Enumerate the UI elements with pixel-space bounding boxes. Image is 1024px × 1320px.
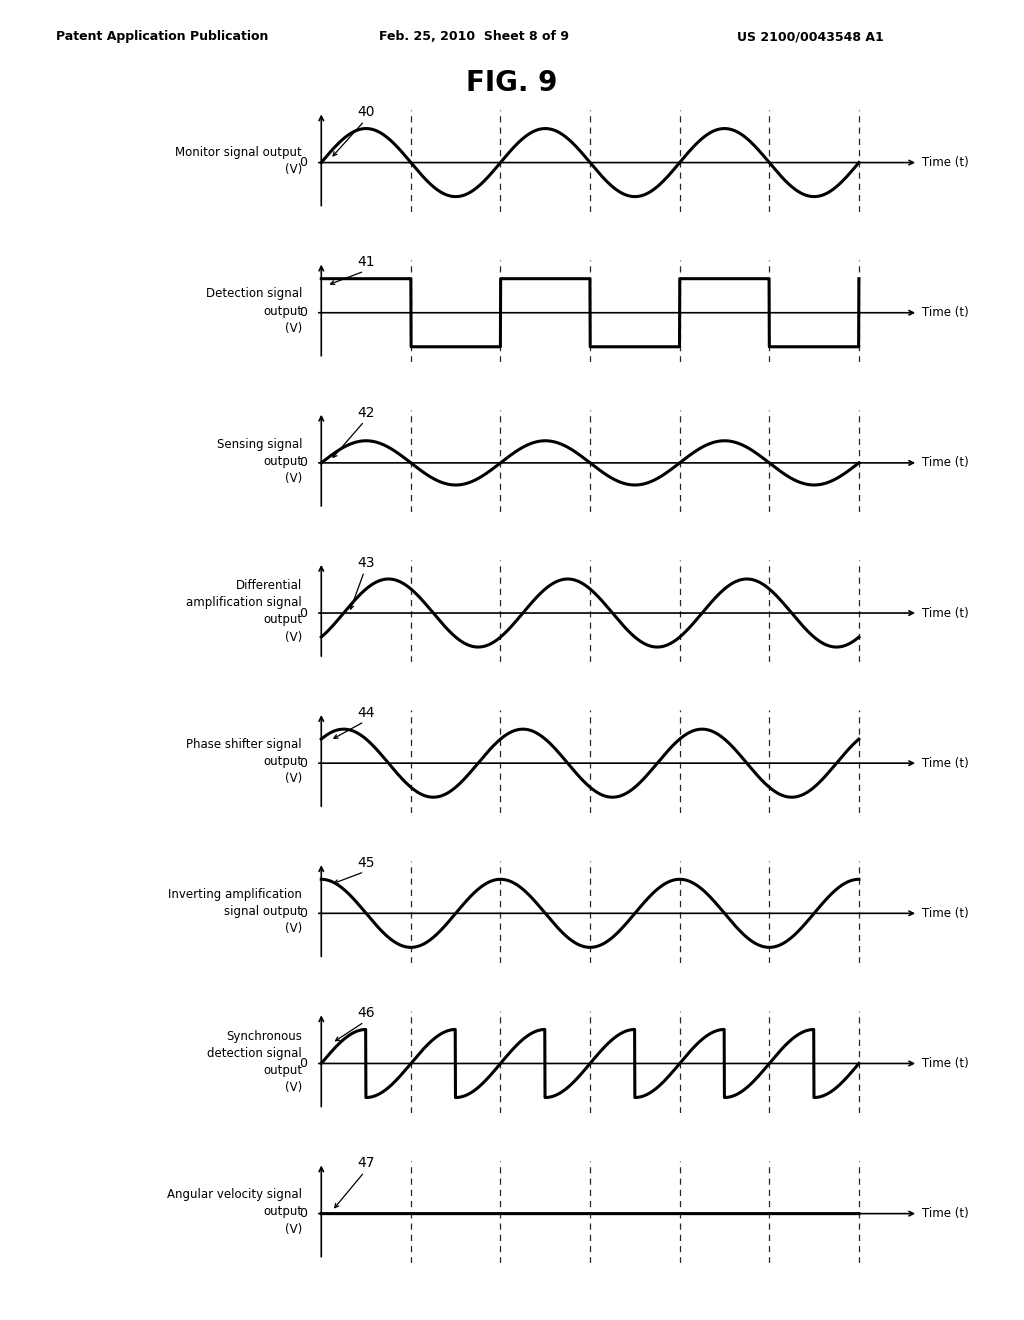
Text: amplification signal: amplification signal <box>186 597 302 610</box>
Text: 43: 43 <box>357 556 375 570</box>
Text: (V): (V) <box>285 322 302 335</box>
Text: 0: 0 <box>299 907 307 920</box>
Text: Sensing signal: Sensing signal <box>217 437 302 450</box>
Text: (V): (V) <box>285 923 302 936</box>
Text: 45: 45 <box>357 857 375 870</box>
Text: Time (t): Time (t) <box>922 1206 969 1220</box>
Text: signal output: signal output <box>224 906 302 919</box>
Text: output: output <box>263 755 302 768</box>
Text: Differential: Differential <box>236 579 302 593</box>
Text: Time (t): Time (t) <box>922 1057 969 1071</box>
Text: Inverting amplification: Inverting amplification <box>168 888 302 902</box>
Text: 0: 0 <box>299 306 307 319</box>
Text: Time (t): Time (t) <box>922 606 969 619</box>
Text: Time (t): Time (t) <box>922 756 969 770</box>
Text: (V): (V) <box>285 1222 302 1236</box>
Text: output: output <box>263 1064 302 1077</box>
Text: Time (t): Time (t) <box>922 457 969 470</box>
Text: output: output <box>263 1205 302 1218</box>
Text: Time (t): Time (t) <box>922 156 969 169</box>
Text: 40: 40 <box>357 106 375 119</box>
Text: FIG. 9: FIG. 9 <box>466 69 558 96</box>
Text: US 2100/0043548 A1: US 2100/0043548 A1 <box>737 30 884 44</box>
Text: 0: 0 <box>299 606 307 619</box>
Text: 0: 0 <box>299 457 307 470</box>
Text: (V): (V) <box>285 772 302 785</box>
Text: 0: 0 <box>299 156 307 169</box>
Text: 42: 42 <box>357 405 375 420</box>
Text: output: output <box>263 614 302 627</box>
Text: Time (t): Time (t) <box>922 907 969 920</box>
Text: 0: 0 <box>299 1057 307 1071</box>
Text: (V): (V) <box>285 471 302 484</box>
Text: 0: 0 <box>299 756 307 770</box>
Text: Patent Application Publication: Patent Application Publication <box>56 30 268 44</box>
Text: Phase shifter signal: Phase shifter signal <box>186 738 302 751</box>
Text: Synchronous: Synchronous <box>226 1030 302 1043</box>
Text: 0: 0 <box>299 1206 307 1220</box>
Text: Angular velocity signal: Angular velocity signal <box>167 1188 302 1201</box>
Text: Time (t): Time (t) <box>922 306 969 319</box>
Text: Feb. 25, 2010  Sheet 8 of 9: Feb. 25, 2010 Sheet 8 of 9 <box>379 30 569 44</box>
Text: Detection signal: Detection signal <box>206 288 302 301</box>
Text: (V): (V) <box>285 162 302 176</box>
Text: Monitor signal output: Monitor signal output <box>175 145 302 158</box>
Text: 44: 44 <box>357 706 375 719</box>
Text: 47: 47 <box>357 1156 375 1171</box>
Text: (V): (V) <box>285 1081 302 1094</box>
Text: output: output <box>263 305 302 318</box>
Text: 41: 41 <box>357 256 375 269</box>
Text: detection signal: detection signal <box>207 1047 302 1060</box>
Text: output: output <box>263 454 302 467</box>
Text: (V): (V) <box>285 631 302 644</box>
Text: 46: 46 <box>357 1006 375 1020</box>
